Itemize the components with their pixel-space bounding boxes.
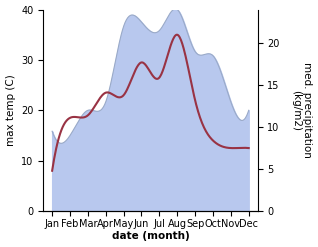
Y-axis label: med. precipitation
(kg/m2): med. precipitation (kg/m2): [291, 62, 313, 158]
Y-axis label: max temp (C): max temp (C): [5, 74, 16, 146]
X-axis label: date (month): date (month): [112, 231, 189, 242]
